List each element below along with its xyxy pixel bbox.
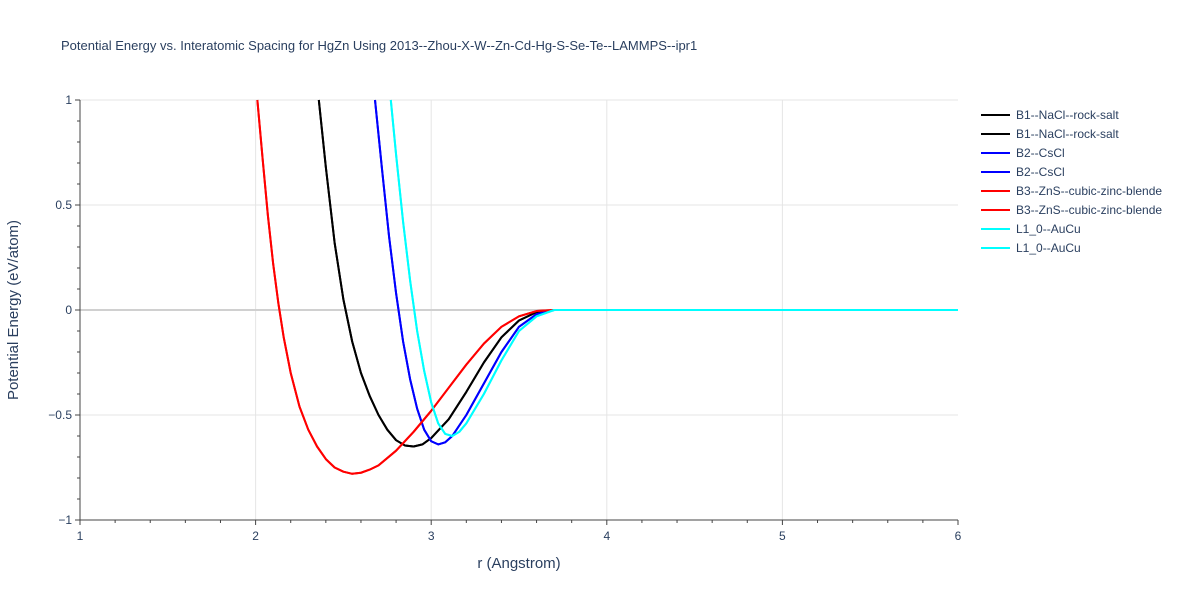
- legend-item[interactable]: L1_0--AuCu: [981, 241, 1081, 255]
- legend-item[interactable]: B2--CsCl: [981, 165, 1065, 179]
- series-line-8: [389, 99, 958, 437]
- x-tick-label: 4: [603, 529, 610, 543]
- axes: [75, 99, 959, 525]
- series-line-6: [256, 99, 958, 475]
- legend-label: B2--CsCl: [1016, 165, 1065, 179]
- x-tick-label: 3: [428, 529, 435, 543]
- legend-label: B1--NaCl--rock-salt: [1016, 108, 1119, 122]
- x-tick-label: 6: [955, 529, 962, 543]
- legend-label: B1--NaCl--rock-salt: [1016, 127, 1119, 141]
- legend-item[interactable]: B3--ZnS--cubic-zinc-blende: [981, 184, 1162, 198]
- legend[interactable]: B1--NaCl--rock-salt B1--NaCl--rock-salt B2…: [981, 108, 1162, 255]
- legend-item[interactable]: L1_0--AuCu: [981, 222, 1081, 236]
- legend-label: B3--ZnS--cubic-zinc-blende: [1016, 184, 1162, 198]
- x-tick-label: 1: [77, 529, 84, 543]
- legend-item[interactable]: B1--NaCl--rock-salt: [981, 127, 1119, 141]
- y-tick-label: 0: [65, 303, 72, 317]
- plot-area: [256, 99, 958, 475]
- y-axis-title: Potential Energy (eV/atom): [5, 220, 22, 400]
- series-line-2: [317, 99, 958, 448]
- y-tick-label: −0.5: [48, 408, 72, 422]
- legend-label: B2--CsCl: [1016, 146, 1065, 160]
- series-line-4: [374, 99, 958, 446]
- x-axis-title: r (Angstrom): [477, 555, 560, 572]
- tick-labels: 1 2 3 4 5 6 −1 −0.5 0 0.5 1: [48, 93, 961, 543]
- x-tick-label: 5: [779, 529, 786, 543]
- chart-title: Potential Energy vs. Interatomic Spacing…: [61, 38, 697, 53]
- legend-item[interactable]: B1--NaCl--rock-salt: [981, 108, 1119, 122]
- y-tick-label: −1: [58, 513, 72, 527]
- legend-item[interactable]: B2--CsCl: [981, 146, 1065, 160]
- y-tick-label: 0.5: [55, 198, 72, 212]
- legend-label: L1_0--AuCu: [1016, 241, 1081, 255]
- y-tick-label: 1: [65, 93, 72, 107]
- legend-label: L1_0--AuCu: [1016, 222, 1081, 236]
- x-tick-label: 2: [252, 529, 259, 543]
- legend-label: B3--ZnS--cubic-zinc-blende: [1016, 203, 1162, 217]
- legend-item[interactable]: B3--ZnS--cubic-zinc-blende: [981, 203, 1162, 217]
